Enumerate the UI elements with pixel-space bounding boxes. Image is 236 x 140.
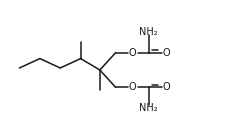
Text: O: O (163, 82, 171, 93)
Text: NH₂: NH₂ (139, 27, 158, 37)
Text: O: O (129, 47, 137, 58)
Text: NH₂: NH₂ (139, 103, 158, 113)
Text: O: O (163, 47, 171, 58)
Text: O: O (129, 82, 137, 93)
